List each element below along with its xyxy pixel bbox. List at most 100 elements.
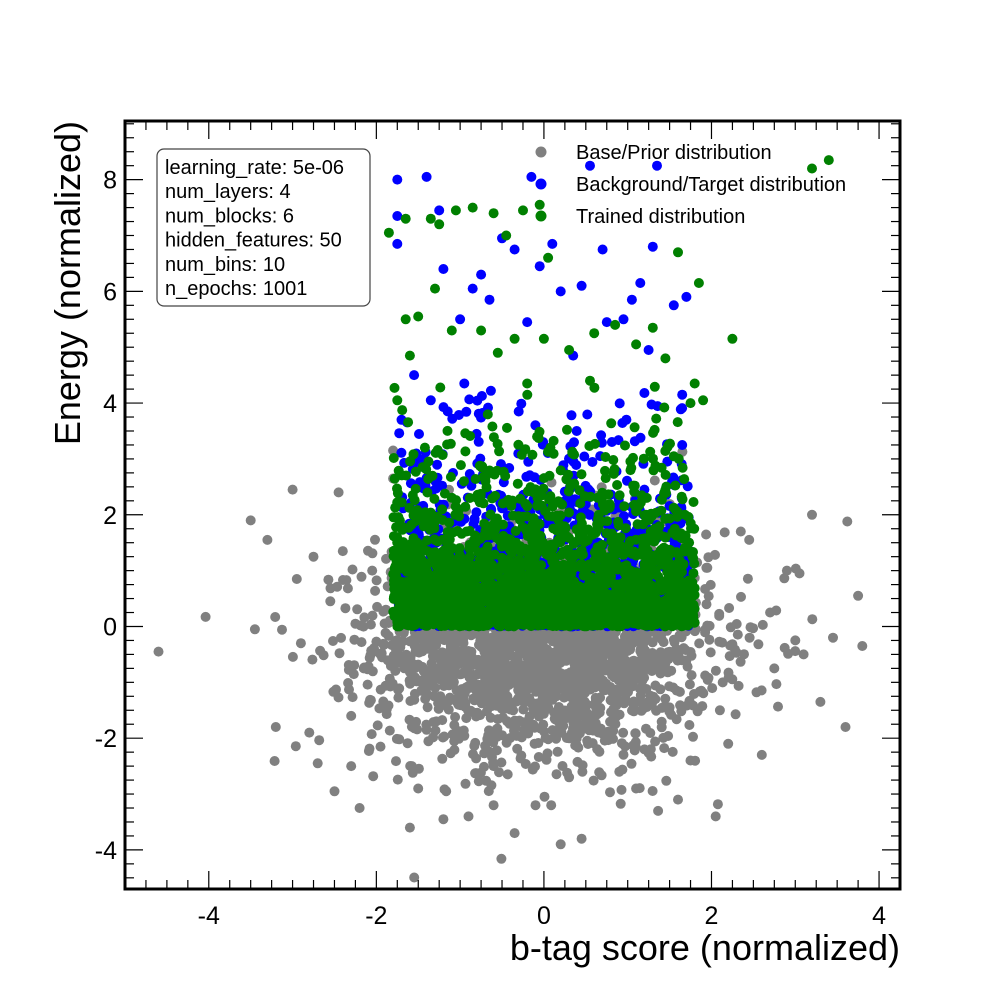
base-point — [853, 590, 864, 601]
base-point — [463, 811, 474, 822]
base-point — [840, 722, 851, 732]
base-point — [291, 574, 302, 584]
base-point — [756, 749, 767, 760]
base-point — [714, 705, 725, 716]
base-point — [584, 725, 595, 736]
base-point — [449, 720, 460, 730]
base-point — [658, 637, 669, 648]
base-point — [798, 649, 809, 660]
background-point — [476, 391, 487, 401]
base-point — [585, 684, 596, 695]
base-point — [664, 681, 675, 692]
base-point — [631, 783, 642, 794]
base-point — [409, 694, 420, 705]
background-point — [392, 238, 403, 249]
base-point — [593, 694, 604, 705]
trained-point — [522, 501, 533, 512]
background-point — [485, 385, 496, 396]
background-point — [571, 426, 582, 436]
background-point — [471, 507, 482, 518]
base-point — [439, 784, 450, 795]
base-point — [354, 803, 365, 813]
base-point — [578, 709, 589, 720]
base-point — [753, 639, 764, 650]
base-point — [700, 624, 711, 635]
background-point — [582, 409, 593, 420]
base-point — [485, 712, 496, 723]
base-point — [522, 648, 533, 659]
base-point — [681, 656, 692, 667]
base-point — [569, 695, 580, 706]
base-point — [438, 814, 449, 825]
background-point — [432, 459, 443, 470]
base-point — [554, 657, 565, 668]
base-point — [383, 630, 394, 641]
base-point — [409, 723, 420, 734]
base-point — [735, 656, 746, 667]
base-point — [546, 800, 557, 811]
base-point — [655, 684, 666, 695]
base-point — [773, 701, 783, 712]
base-point — [496, 757, 507, 768]
base-point — [394, 734, 405, 745]
base-point — [555, 647, 566, 658]
background-point — [635, 278, 646, 288]
base-point — [658, 658, 669, 669]
base-point — [710, 811, 721, 822]
base-point — [451, 685, 462, 696]
base-point — [705, 579, 716, 590]
base-point — [765, 607, 776, 618]
base-point — [347, 564, 358, 575]
base-point — [607, 688, 618, 699]
background-point — [675, 404, 686, 415]
base-point — [769, 663, 780, 674]
base-point — [290, 741, 301, 752]
base-point — [623, 687, 633, 697]
base-point — [678, 643, 689, 654]
base-point — [365, 619, 376, 630]
background-point — [579, 451, 590, 462]
base-point — [370, 534, 380, 545]
base-point — [828, 632, 838, 643]
base-point — [520, 759, 531, 769]
background-point — [621, 414, 632, 425]
background-point — [547, 238, 558, 249]
trained-point — [455, 460, 466, 471]
base-point — [352, 604, 363, 615]
base-point — [390, 665, 401, 676]
base-point — [461, 713, 472, 724]
base-point — [644, 700, 654, 711]
base-point — [341, 575, 352, 586]
base-point — [340, 603, 351, 614]
base-point — [421, 724, 432, 735]
base-point — [757, 619, 768, 630]
base-point — [684, 679, 695, 690]
base-point — [533, 752, 544, 762]
base-point — [815, 696, 826, 707]
base-point — [548, 668, 559, 679]
background-point — [447, 413, 458, 424]
base-point — [647, 648, 658, 658]
base-point — [552, 746, 563, 757]
base-point — [542, 748, 553, 759]
base-point — [730, 644, 740, 655]
base-point — [570, 654, 581, 665]
base-point — [630, 728, 641, 739]
base-point — [588, 775, 599, 786]
base-point — [603, 726, 613, 737]
base-point — [262, 534, 273, 545]
background-point — [677, 389, 688, 400]
base-point — [714, 610, 725, 621]
background-point — [526, 171, 537, 182]
base-point — [492, 723, 503, 734]
background-point — [639, 388, 650, 398]
base-point — [348, 669, 359, 680]
base-point — [295, 638, 306, 649]
base-point — [404, 822, 415, 833]
base-point — [618, 727, 629, 738]
base-point — [594, 707, 605, 718]
base-point — [333, 487, 344, 498]
base-point — [615, 665, 626, 676]
base-point — [435, 629, 445, 640]
base-point — [628, 655, 639, 666]
